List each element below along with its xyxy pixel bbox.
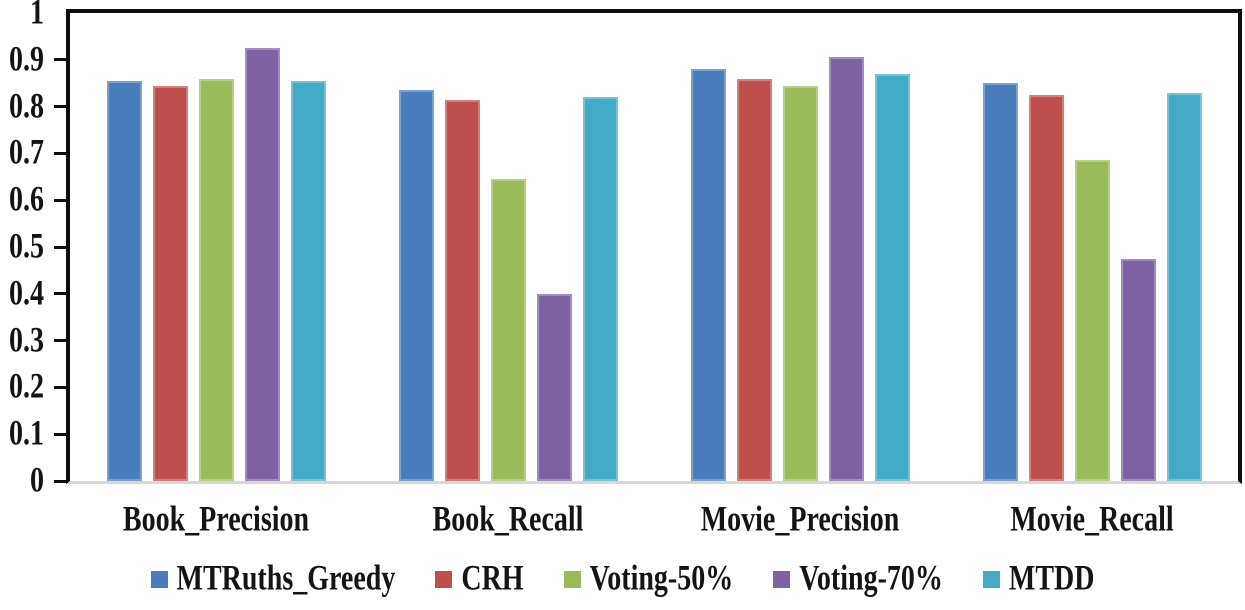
y-tick [54,385,68,389]
y-tick [54,105,68,109]
legend-item-crh: CRH [435,558,524,599]
bar-voting-50-book-precision [199,79,234,481]
x-category-label-movie-precision: Movie_Precision [700,499,900,540]
bar-crh-movie-precision [737,79,772,481]
y-tick-label: 0 [30,460,44,501]
bar-mtruths-greedy-movie-precision [691,69,726,481]
y-tick-label: 0.9 [9,38,44,80]
y-tick-label: 0.6 [9,179,44,220]
y-tick-label: 1 [30,0,44,33]
bar-voting-70-movie-recall [1121,259,1156,481]
bar-voting-50-movie-recall [1075,160,1110,481]
x-category-label-movie-recall: Movie_Recall [1010,499,1174,540]
y-tick [54,58,68,62]
y-tick-label: 0.1 [9,413,44,454]
bar-voting-70-book-precision [245,48,280,481]
y-tick [54,151,68,155]
bar-mtruths-greedy-book-recall [399,90,434,481]
voting-70-swatch-icon [773,570,791,588]
plot-area [66,9,1242,484]
y-tick-label: 0.8 [9,85,44,127]
mtdd-swatch-icon [982,570,1000,588]
bar-mtruths-greedy-movie-recall [983,83,1018,481]
y-tick-label: 0.3 [9,319,44,361]
legend-label-mtruths-greedy: MTRuths_Greedy [176,558,396,599]
x-category-label-book-precision: Book_Precision [122,499,310,540]
bar-mtdd-book-precision [291,81,326,481]
y-tick-label: 0.2 [9,366,44,407]
legend-label-mtdd: MTDD [1008,558,1095,599]
legend-item-voting-70: Voting-70% [773,558,943,599]
mtruths-greedy-swatch-icon [150,570,168,588]
y-tick [54,432,68,436]
bar-crh-book-precision [153,86,188,481]
bar-crh-movie-recall [1029,95,1064,481]
crh-swatch-icon [435,570,453,588]
y-tick-label: 0.5 [9,226,44,267]
legend-label-voting-70: Voting-70% [799,558,943,599]
bar-mtruths-greedy-book-precision [107,81,142,481]
y-tick [54,339,68,343]
bar-voting-70-book-recall [537,294,572,481]
y-tick [54,198,68,202]
y-tick-label: 0.4 [9,272,44,314]
y-tick-label: 0.7 [9,132,44,173]
bar-mtdd-movie-precision [875,74,910,481]
legend-item-mtdd: MTDD [982,558,1094,599]
legend-label-voting-50: Voting-50% [589,558,734,599]
bar-mtdd-movie-recall [1167,93,1202,481]
bar-voting-70-movie-precision [829,57,864,481]
y-tick [54,292,68,296]
legend: MTRuths_Greedy CRH Voting-50% Voting-70% MTD… [0,556,1245,602]
bar-voting-50-movie-precision [783,86,818,481]
bar-mtdd-book-recall [583,97,618,481]
voting-50-swatch-icon [563,570,581,588]
legend-item-voting-50: Voting-50% [563,558,733,599]
bar-voting-50-book-recall [491,179,526,481]
legend-label-crh: CRH [461,558,524,599]
x-category-label-book-recall: Book_Recall [432,499,584,540]
y-tick [54,479,68,483]
legend-item-mtruths-greedy: MTRuths_Greedy [150,558,395,599]
plot-inner [70,13,1238,481]
y-tick [54,245,68,249]
bar-crh-book-recall [445,100,480,481]
